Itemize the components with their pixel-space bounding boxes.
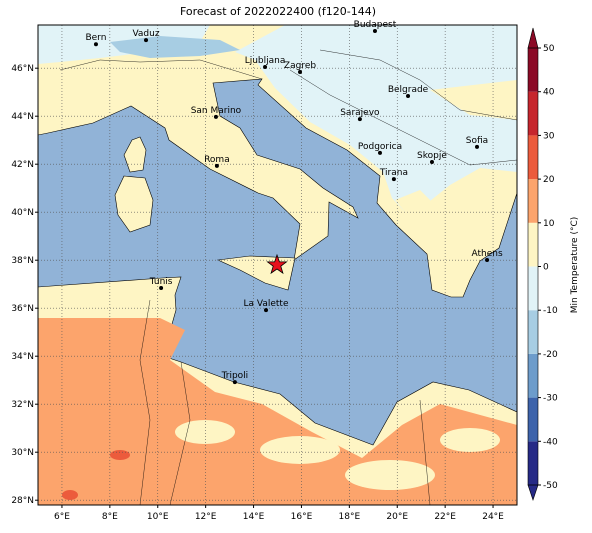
x-tick-label: 18°E bbox=[339, 512, 361, 522]
city-label: Podgorica bbox=[358, 142, 402, 152]
x-tick-label: 14°E bbox=[243, 512, 265, 522]
warm-patch bbox=[175, 420, 235, 444]
city-dot bbox=[475, 144, 480, 149]
city-dot bbox=[213, 114, 218, 119]
x-tick-label: 10°E bbox=[147, 512, 169, 522]
colorbar-bin bbox=[528, 310, 538, 354]
city-label: Sofia bbox=[466, 136, 488, 146]
city-dot bbox=[214, 163, 219, 168]
city-label: Bern bbox=[85, 33, 106, 43]
colorbar-tick-label: -50 bbox=[543, 481, 558, 491]
city-dot bbox=[93, 42, 98, 47]
city-dot bbox=[406, 94, 411, 99]
city-dot bbox=[372, 29, 377, 33]
colorbar-extend-top bbox=[527, 27, 539, 49]
colder-alps bbox=[110, 36, 240, 58]
colorbar-bin bbox=[528, 441, 538, 485]
y-tick-label: 36°N bbox=[11, 304, 34, 314]
colorbar-tick-label: 0 bbox=[543, 263, 549, 273]
colorbar-bin bbox=[528, 266, 538, 311]
hot-patch bbox=[62, 490, 78, 500]
colorbar-extend-bottom bbox=[527, 484, 539, 501]
colorbar-tick-label: 10 bbox=[543, 219, 555, 229]
sardinia bbox=[114, 175, 154, 233]
colorbar-bin bbox=[528, 135, 538, 180]
y-tick-label: 44°N bbox=[11, 112, 34, 122]
colorbar-bin bbox=[528, 179, 538, 223]
event-star bbox=[266, 253, 288, 275]
city-label: Tirana bbox=[379, 168, 408, 178]
country-border bbox=[59, 49, 517, 505]
y-tick-label: 30°N bbox=[11, 448, 34, 458]
colorbar-tick-label: -40 bbox=[543, 437, 558, 447]
city-dot bbox=[144, 38, 149, 43]
colorbar-tick-label: 50 bbox=[543, 44, 555, 54]
city-label: Roma bbox=[204, 155, 230, 165]
x-tick-label: 6°E bbox=[54, 512, 70, 522]
y-tick-label: 46°N bbox=[11, 64, 34, 74]
x-tick-label: 20°E bbox=[386, 512, 408, 522]
y-tick-label: 32°N bbox=[11, 400, 34, 410]
y-tick-label: 40°N bbox=[11, 208, 34, 218]
colorbar-tick-label: 40 bbox=[543, 88, 555, 98]
city-dot bbox=[357, 117, 362, 122]
city-label: Belgrade bbox=[388, 85, 429, 95]
city-dot bbox=[232, 380, 237, 385]
city-dot bbox=[429, 160, 434, 165]
city-label: Skopje bbox=[417, 151, 447, 161]
city-dot bbox=[391, 177, 396, 182]
city-dot bbox=[378, 150, 383, 155]
city-label: Budapest bbox=[354, 20, 397, 30]
corsica bbox=[123, 136, 147, 173]
x-tick-label: 12°E bbox=[195, 512, 217, 522]
cold-balkans bbox=[235, 25, 517, 212]
warm-patch bbox=[395, 190, 440, 230]
colorbar-tick-label: 30 bbox=[543, 131, 555, 141]
axes: 6°E 8°E 10°E 12°E 14°E 16°E 18°E 20°E 22°E 24°E 28… bbox=[11, 25, 517, 522]
city-dot bbox=[264, 308, 269, 313]
city-dot bbox=[159, 286, 164, 291]
warm-patch bbox=[440, 428, 500, 452]
colorbar-bin bbox=[528, 91, 538, 136]
city-label: Ljubljana bbox=[245, 56, 286, 66]
map-frame bbox=[37, 24, 518, 506]
warm-patch bbox=[345, 460, 435, 490]
y-tick-label: 42°N bbox=[11, 160, 34, 170]
x-tick-label: 8°E bbox=[102, 512, 118, 522]
colorbar-tick-label: -30 bbox=[543, 394, 558, 404]
warm-patch bbox=[260, 436, 340, 464]
colorbar-label: Min Temperature (°C) bbox=[570, 217, 580, 314]
city-dot bbox=[263, 65, 268, 69]
city-label: Zagreb bbox=[284, 61, 316, 71]
colorbar-tick-label: -10 bbox=[543, 306, 558, 316]
city-label: Tunis bbox=[149, 277, 173, 287]
colorbar-bin bbox=[528, 353, 538, 398]
colorbar-tick-label: -20 bbox=[543, 350, 558, 360]
city-label: San Marino bbox=[191, 106, 242, 116]
colorbar-tick-label: 20 bbox=[543, 175, 555, 185]
warm-patch bbox=[430, 80, 517, 120]
colorbar-bin bbox=[528, 222, 538, 267]
city-dot bbox=[298, 70, 303, 75]
colorbar-bin bbox=[528, 48, 538, 92]
city-label: Sarajevo bbox=[340, 108, 380, 118]
city-label: Vaduz bbox=[132, 29, 159, 39]
hot-patch bbox=[110, 450, 130, 460]
y-tick-label: 34°N bbox=[11, 352, 34, 362]
x-tick-label: 16°E bbox=[291, 512, 313, 522]
y-tick-label: 38°N bbox=[11, 256, 34, 266]
x-tick-label: 22°E bbox=[434, 512, 456, 522]
city-label: La Valette bbox=[244, 299, 289, 309]
city-dot bbox=[485, 257, 490, 262]
colorbar-bin bbox=[528, 397, 538, 442]
city-label: Tripoli bbox=[221, 371, 249, 381]
y-tick-label: 28°N bbox=[11, 496, 34, 506]
map-title: Forecast of 2022022400 (f120-144) bbox=[180, 5, 376, 18]
x-tick-label: 24°E bbox=[482, 512, 504, 522]
city-label: Athens bbox=[471, 249, 502, 259]
